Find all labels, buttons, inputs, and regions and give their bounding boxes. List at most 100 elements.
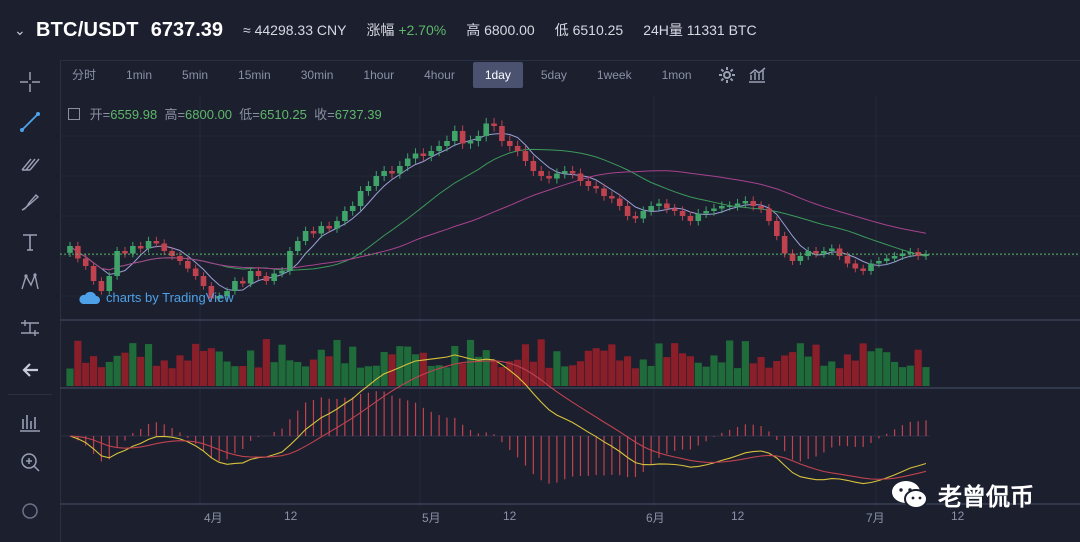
candle-body [130,246,136,254]
interval-7[interactable]: 1day [472,62,523,88]
interval-9[interactable]: 1week [596,68,632,82]
volume-bar [506,361,514,386]
volume-bar [129,343,137,386]
pair-name[interactable]: BTC/USDT [36,18,139,41]
volume-bar [239,366,247,386]
candle-body [145,241,152,249]
interval-0[interactable]: 分时 [72,68,97,82]
volume-bar [906,365,914,386]
volume-bar [396,346,404,386]
fork-icon[interactable] [14,146,46,178]
interval-1[interactable]: 1min [126,68,153,82]
candle-body [828,248,835,251]
volume-bar [168,368,176,386]
interval-6[interactable]: 4hour [424,68,455,82]
volume-bar [113,355,121,386]
candle-body [679,211,686,216]
low-stat: 低 6510.25 [555,20,624,40]
volume-bar [514,359,522,386]
volume-bar [702,366,710,386]
ma40-line [69,170,927,271]
back-arrow-icon[interactable] [14,354,46,386]
volume-bar [804,356,812,386]
volume-bar [498,367,506,386]
volume-bar [152,365,160,386]
candle-body [514,146,521,151]
volume-bar [349,346,357,386]
volume-bar [66,368,74,386]
volume-bar [105,361,113,386]
cny-price: ≈ 44298.33 CNY [243,22,347,38]
volume-bar [914,349,922,386]
volume-bar [890,361,899,386]
candle-body [184,261,191,269]
candle-body [750,201,757,206]
volume-bar [215,351,223,386]
interval-10[interactable]: 1mon [661,68,692,82]
volume-bar [388,354,396,386]
lock-icon[interactable] [14,494,46,526]
tradingview-brand[interactable]: charts by TradingView [78,290,234,305]
open-label: 开= [89,107,111,122]
candle-body [522,151,529,161]
candle-body [459,131,466,144]
candle-body [208,286,215,299]
volume-bar [773,361,781,386]
chevron-down-icon[interactable]: ⌄ [14,21,26,38]
pattern-icon[interactable] [14,266,46,298]
volume-bar [663,357,671,386]
volume-bar [74,340,82,386]
brush-icon[interactable] [14,186,46,218]
indicators-icon[interactable] [14,406,46,438]
volume-bar [836,368,844,386]
candle-body [648,206,654,211]
volume-bar [561,366,569,386]
settings-icon[interactable] [714,62,740,88]
interval-2[interactable]: 5min [182,68,209,82]
volume-bar [207,348,215,386]
price-chart[interactable] [60,96,1080,536]
candle-body [200,276,207,286]
candle-body [805,251,812,256]
trendline-icon[interactable] [14,106,46,138]
volume-bar [380,351,388,386]
change-value: +2.70% [398,22,447,38]
volume-bar [922,367,930,386]
candle-body [758,206,764,209]
volume-bar [757,356,765,386]
interval-5[interactable]: 1hour [363,68,395,82]
candle-body [687,216,694,221]
ticker-bar: ⌄ BTC/USDT 6737.39 ≈ 44298.33 CNY 涨幅 +2.… [0,0,1080,61]
text-icon[interactable] [14,226,46,258]
candle-body [302,231,309,241]
candle-body [876,261,882,264]
volume-bar [278,344,286,386]
candle-body [239,281,246,284]
chart-type-icon[interactable] [744,62,770,88]
volume-bar [678,353,687,386]
volume-bar [781,355,789,386]
crosshair-icon[interactable] [14,66,46,98]
volume-bar [883,352,891,386]
zoom-icon[interactable] [14,446,46,478]
volume-bar [796,343,804,386]
candle-body [357,191,364,206]
candle-body [98,281,105,291]
low-value: 6510.25 [572,22,624,38]
candle-body [389,171,395,174]
interval-4[interactable]: 30min [300,68,334,82]
interval-3[interactable]: 15min [238,68,271,82]
candle-body [899,253,906,256]
candle-body [766,208,772,221]
candle-body [153,241,160,244]
interval-8[interactable]: 5day [540,68,567,82]
volume-bar [726,340,734,386]
candle-body [506,141,513,146]
legend-toggle-icon[interactable] [68,108,80,120]
candle-body [334,221,340,229]
volume-bar [788,352,797,386]
candle-body [373,176,380,186]
open-value: 6559.98 [110,107,158,122]
measure-icon[interactable] [14,312,46,344]
candle-body [726,206,733,207]
